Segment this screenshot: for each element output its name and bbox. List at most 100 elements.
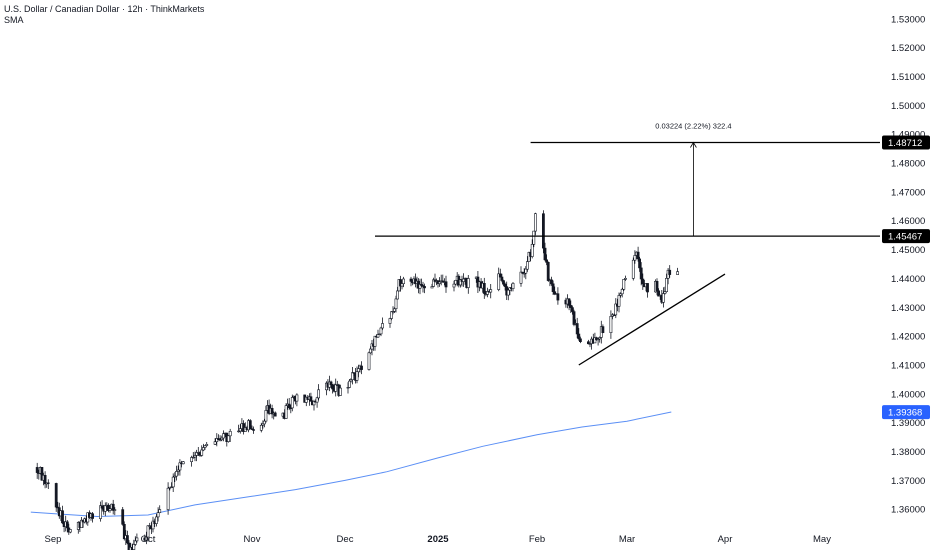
- candle-body: [217, 438, 220, 441]
- candle-body: [357, 368, 360, 373]
- candle-body: [312, 401, 316, 406]
- candle-body: [329, 381, 333, 386]
- candle-body: [175, 471, 178, 477]
- candle-body: [593, 337, 597, 344]
- candle-body: [252, 429, 256, 431]
- candle-body: [532, 230, 536, 245]
- candle-body: [609, 315, 613, 333]
- candle-body: [430, 286, 434, 289]
- candle-body: [351, 372, 354, 381]
- candle-body: [454, 279, 458, 285]
- candle-body: [614, 303, 618, 316]
- y-tick-label: 1.42000: [891, 332, 925, 343]
- candle-body: [122, 523, 126, 540]
- candle-body: [543, 247, 547, 261]
- candle-body: [524, 268, 528, 274]
- x-tick-label: Dec: [337, 534, 354, 545]
- candle-body: [202, 447, 205, 451]
- candle-body: [444, 281, 448, 288]
- candle-body: [622, 278, 626, 290]
- y-tick-label: 1.38000: [891, 447, 925, 458]
- candle-body: [203, 445, 207, 448]
- candle-body: [170, 486, 173, 488]
- candle-body: [156, 512, 160, 518]
- candle-body: [237, 430, 241, 433]
- candle-body: [65, 521, 69, 529]
- candle-body: [146, 525, 150, 538]
- candle-body: [338, 387, 342, 396]
- candle-body: [489, 289, 493, 293]
- candle-body: [287, 403, 291, 409]
- y-tick-label: 1.47000: [891, 187, 925, 198]
- candle-body: [373, 335, 377, 347]
- candle-body: [657, 290, 661, 297]
- candle-body: [498, 273, 502, 278]
- candle-body: [61, 510, 64, 524]
- candle-body: [113, 509, 117, 511]
- candle-body: [181, 461, 185, 465]
- candle-body: [394, 298, 398, 309]
- candle-body: [195, 452, 199, 456]
- candle-body: [228, 430, 232, 437]
- candle-body: [567, 298, 571, 306]
- candle-body: [665, 277, 668, 292]
- candle-body: [315, 397, 319, 403]
- candle-body: [227, 435, 230, 442]
- measure-label: 0.03224 (2.22%) 322.4: [655, 122, 731, 131]
- candle-body: [178, 462, 182, 471]
- candle-body: [500, 276, 504, 281]
- x-axis[interactable]: Sep Oct Nov Dec 2025 Feb Mar Apr May: [45, 534, 832, 545]
- candle-body: [466, 278, 470, 288]
- sma-line: [30, 411, 672, 518]
- y-tick-label: 1.51000: [891, 72, 925, 83]
- candle-body: [511, 282, 515, 289]
- indicator-label: SMA: [4, 15, 24, 25]
- candle-body: [530, 244, 534, 257]
- candle-body: [596, 338, 600, 341]
- candle-body: [176, 469, 180, 472]
- price-tags: 1.48712 1.45467 1.39368: [882, 135, 930, 420]
- candle-body: [646, 283, 649, 293]
- candle-body: [46, 482, 50, 484]
- candle-body: [423, 286, 426, 289]
- chart-title: U.S. Dollar / Canadian Dollar · 12h · Th…: [4, 4, 205, 14]
- candle-body: [638, 258, 642, 269]
- candle-body: [390, 311, 393, 319]
- candle-body: [641, 278, 645, 285]
- measure-arrowhead: [690, 141, 697, 148]
- price-tag-upper-text: 1.48712: [888, 138, 922, 149]
- price-tag-sma-box: [882, 405, 930, 420]
- candle-body: [546, 261, 550, 281]
- x-tick-label: May: [813, 534, 831, 545]
- x-tick-label: Oct: [141, 534, 156, 545]
- candle-body: [334, 384, 338, 392]
- candle-body: [145, 536, 148, 541]
- y-tick-label: 1.40000: [891, 389, 925, 400]
- y-tick-label: 1.36000: [891, 505, 925, 516]
- candle-body: [502, 280, 505, 285]
- y-tick-label: 1.37000: [891, 476, 925, 487]
- candle-body: [151, 520, 155, 530]
- candle-body: [238, 428, 242, 432]
- x-tick-label: Apr: [718, 534, 733, 545]
- y-tick-label: 1.50000: [891, 101, 925, 112]
- price-tag-sma: 1.39368: [882, 405, 930, 420]
- candle-body: [222, 433, 225, 439]
- candle-body: [99, 505, 102, 519]
- candle-body: [264, 410, 268, 422]
- candle-body: [248, 420, 252, 430]
- candle-body: [525, 261, 529, 270]
- candle-body: [213, 441, 217, 445]
- y-axis[interactable]: 1.53000 1.52000 1.51000 1.50000 1.49000 1.480…: [891, 14, 925, 515]
- candle-body: [129, 546, 133, 550]
- candle-body: [126, 535, 129, 544]
- y-tick-label: 1.45000: [891, 245, 925, 256]
- candle-body: [588, 343, 592, 345]
- candle-body: [250, 428, 254, 430]
- candle-body: [676, 271, 680, 275]
- candle-body: [533, 213, 537, 232]
- candles-layer: [35, 210, 680, 550]
- candle-body: [132, 544, 136, 550]
- x-tick-label: Sep: [45, 534, 62, 545]
